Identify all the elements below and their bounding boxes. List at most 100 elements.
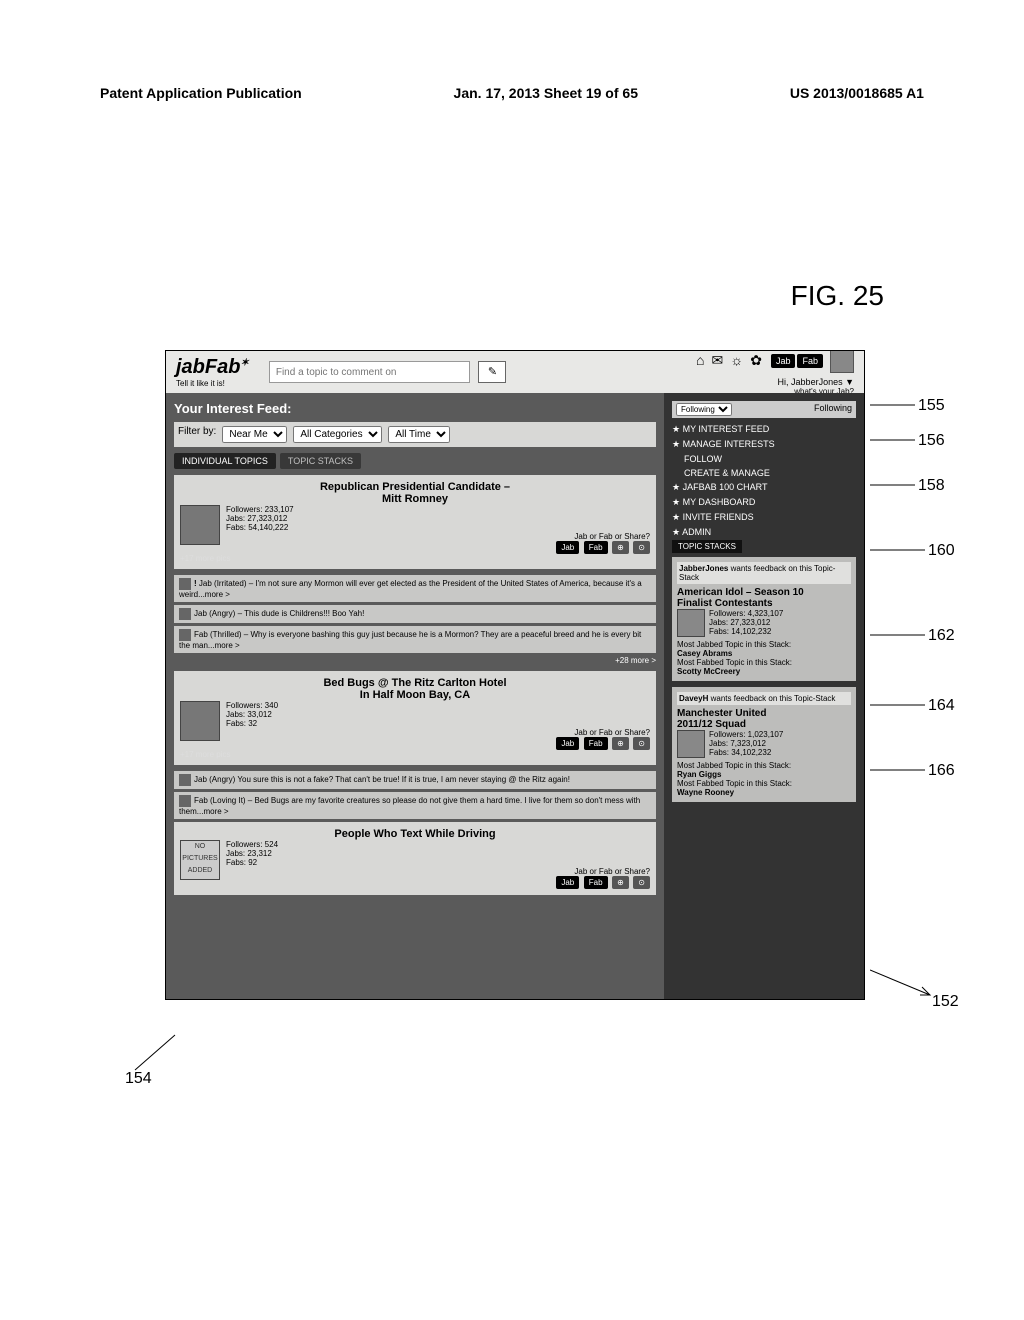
fab-button[interactable]: Fab [584, 541, 608, 554]
search-input[interactable] [269, 361, 471, 383]
share-circle-icon[interactable]: ⊕ [612, 541, 629, 554]
more-pics-link[interactable]: +17 more pics [180, 750, 650, 759]
callout-number: 155 [918, 397, 945, 415]
notice-user: DaveyH [679, 694, 708, 703]
jab-button[interactable]: Jab [556, 876, 579, 889]
fabs-count: Fabs: 92 [180, 858, 650, 867]
topic-stats: Followers: 524 Jabs: 23,312 Fabs: 92 [180, 840, 650, 867]
comment-item[interactable]: Fab (Thrilled) – Why is everyone bashing… [174, 626, 656, 653]
patent-header: Patent Application Publication Jan. 17, … [100, 85, 924, 101]
bell-icon[interactable]: ☼ [730, 352, 743, 368]
feed-tabs: INDIVIDUAL TOPICS TOPIC STACKS [174, 453, 656, 469]
share-circle-icon[interactable]: ⊕ [612, 876, 629, 889]
mood-icon [179, 774, 191, 786]
topic-card: Bed Bugs @ The Ritz Carlton Hotel In Hal… [174, 671, 656, 765]
topic-title[interactable]: People Who Text While Driving [180, 828, 650, 840]
comment-item[interactable]: Jab (Angry) You sure this is not a fake?… [174, 771, 656, 789]
fab-toggle[interactable]: Fab [797, 354, 823, 368]
tab-stacks-small[interactable]: TOPIC STACKS [672, 540, 742, 553]
user-avatar-icon[interactable] [830, 350, 854, 373]
stack-title[interactable]: Manchester United 2011/12 Squad [677, 708, 851, 730]
comment-item[interactable]: Jab (Angry) – This dude is Childrens!!! … [174, 605, 656, 623]
topic-thumbnail-icon[interactable] [180, 701, 220, 741]
user-greeting[interactable]: Hi, JabberJones ▼ [694, 377, 854, 387]
jab-button[interactable]: Jab [556, 541, 579, 554]
logo-tagline: Tell it like it is! [176, 379, 249, 388]
tab-individual-topics[interactable]: INDIVIDUAL TOPICS [174, 453, 276, 469]
more-comments-link[interactable]: +28 more > [174, 656, 656, 665]
most-fabbed-value[interactable]: Scotty McCreery [677, 667, 740, 676]
nav-jabfab-chart[interactable]: JAFBAB 100 CHART [672, 480, 856, 495]
main-feed-column: Your Interest Feed: Filter by: Near Me A… [166, 393, 664, 999]
followers-count: Followers: 340 [180, 701, 650, 710]
topic-stack-card: DaveyH wants feedback on this Topic-Stac… [672, 687, 856, 802]
most-jabbed-value[interactable]: Ryan Giggs [677, 770, 721, 779]
callout-160: 160 [870, 540, 940, 565]
home-icon[interactable]: ⌂ [696, 352, 704, 368]
tab-topic-stacks[interactable]: TOPIC STACKS [280, 453, 361, 469]
share-circle-icon[interactable]: ⊕ [612, 737, 629, 750]
topic-title[interactable]: Bed Bugs @ The Ritz Carlton Hotel In Hal… [180, 677, 650, 701]
nav-my-dashboard[interactable]: MY DASHBOARD [672, 495, 856, 510]
more-pics-link[interactable]: +17 more pics [180, 554, 650, 563]
nav-admin[interactable]: ADMIN [672, 525, 856, 540]
callout-166: 166 [870, 760, 940, 785]
nav-create-manage[interactable]: CREATE & MANAGE [672, 466, 856, 480]
patent-left: Patent Application Publication [100, 85, 302, 101]
callout-164: 164 [870, 695, 940, 720]
comment-item[interactable]: ! Jab (Irritated) – I'm not sure any Mor… [174, 575, 656, 602]
most-jabbed-label: Most Jabbed Topic in this Stack: [677, 640, 851, 649]
fabs-count: Fabs: 32 [180, 719, 650, 728]
jab-toggle[interactable]: Jab [771, 354, 796, 368]
comment-text: Jab (Angry) – This dude is Childrens!!! … [194, 609, 364, 618]
stack-title-1: American Idol – Season 10 [677, 587, 804, 598]
following-select[interactable]: Following [676, 403, 732, 416]
callout-number: 162 [928, 627, 955, 645]
vote-buttons: Jab or Fab or Share? Jab Fab ⊕ ⊙ [554, 867, 650, 889]
fab-button[interactable]: Fab [584, 737, 608, 750]
most-jabbed-value[interactable]: Casey Abrams [677, 649, 732, 658]
share-button[interactable]: ✎ [478, 361, 506, 383]
topic-title-line1: Republican Presidential Candidate – [320, 481, 510, 493]
sidebar-nav-links: MY INTEREST FEED MANAGE INTERESTS FOLLOW… [672, 422, 856, 540]
stack-title[interactable]: American Idol – Season 10 Finalist Conte… [677, 587, 851, 609]
more-circle-icon[interactable]: ⊙ [633, 876, 650, 889]
categories-select[interactable]: All Categories [293, 426, 382, 443]
most-fabbed-label: Most Fabbed Topic in this Stack: [677, 779, 851, 788]
vote-buttons: Jab or Fab or Share? Jab Fab ⊕ ⊙ [554, 532, 650, 554]
jab-button[interactable]: Jab [556, 737, 579, 750]
jab-fab-toggle[interactable]: Jab Fab [770, 354, 824, 368]
callout-number: 166 [928, 762, 955, 780]
nav-invite-friends[interactable]: INVITE FRIENDS [672, 510, 856, 525]
comment-text: Jab (Irritated) – I'm not sure any Mormo… [179, 579, 642, 599]
more-circle-icon[interactable]: ⊙ [633, 737, 650, 750]
stack-tabstrip: TOPIC STACKS [672, 540, 856, 553]
topic-thumbnail-icon[interactable] [180, 505, 220, 545]
nav-follow[interactable]: FOLLOW [672, 452, 856, 466]
gear-icon[interactable]: ✿ [750, 352, 762, 369]
jabs-count: Jabs: 23,312 [180, 849, 650, 858]
time-select[interactable]: All Time [388, 426, 450, 443]
comment-item[interactable]: Fab (Loving It) – Bed Bugs are my favori… [174, 792, 656, 819]
most-fabbed-value[interactable]: Wayne Rooney [677, 788, 734, 797]
nav-my-interest-feed[interactable]: MY INTEREST FEED [672, 422, 856, 437]
mail-icon[interactable]: ✉ [712, 352, 724, 369]
topic-title-line2: In Half Moon Bay, CA [360, 689, 470, 701]
topic-title-line2: Mitt Romney [382, 493, 448, 505]
topic-title[interactable]: Republican Presidential Candidate – Mitt… [180, 481, 650, 505]
logo-text: jabFab [176, 356, 240, 378]
callout-156: 156 [870, 430, 930, 455]
comment-text: Jab (Angry) You sure this is not a fake?… [194, 775, 570, 784]
topic-stats: Followers: 233,107 Jabs: 27,323,012 Fabs… [180, 505, 650, 532]
header-right: ⌂ ✉ ☼ ✿ Jab Fab [694, 350, 854, 373]
more-circle-icon[interactable]: ⊙ [633, 541, 650, 554]
jabs-count: Jabs: 33,012 [180, 710, 650, 719]
near-me-select[interactable]: Near Me [222, 426, 287, 443]
notice-user: JabberJones [679, 564, 728, 573]
followers-count: Followers: 233,107 [180, 505, 650, 514]
topic-stats: Followers: 340 Jabs: 33,012 Fabs: 32 [180, 701, 650, 728]
fab-button[interactable]: Fab [584, 876, 608, 889]
callout-154: 154 [125, 1030, 185, 1085]
nav-manage-interests[interactable]: MANAGE INTERESTS [672, 437, 856, 452]
most-jabbed-label: Most Jabbed Topic in this Stack: [677, 761, 851, 770]
